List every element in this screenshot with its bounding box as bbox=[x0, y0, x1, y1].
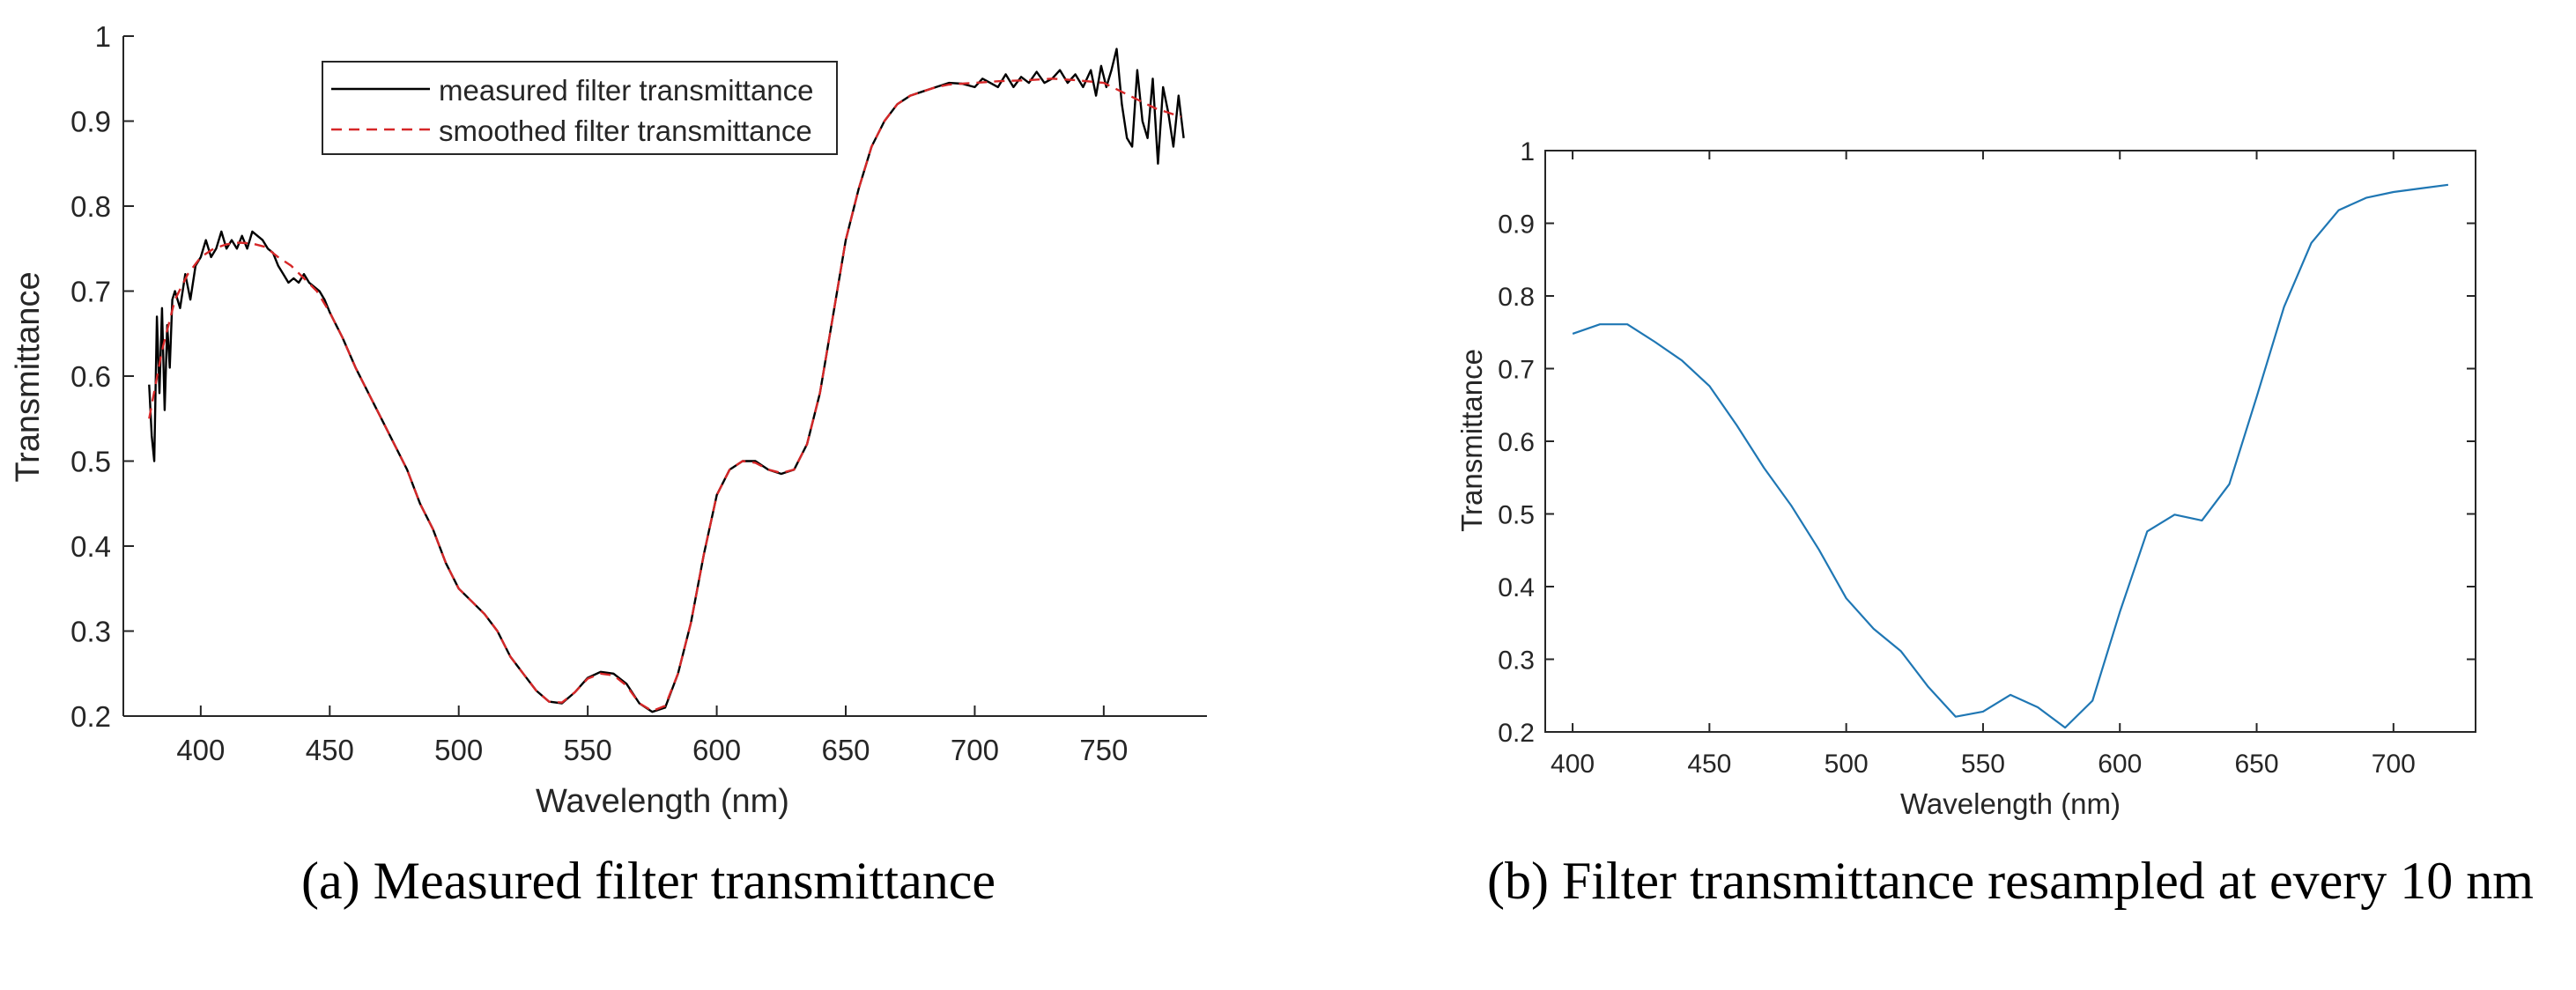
chart-b-xtick-label: 450 bbox=[1687, 750, 1731, 779]
chart-a-legend: measured filter transmittance smoothed f… bbox=[322, 61, 838, 155]
chart-b-ytick-label: 0.6 bbox=[1498, 428, 1535, 457]
chart-b-xtick-label: 600 bbox=[2098, 750, 2142, 779]
chart-b-xtick-label: 550 bbox=[1961, 750, 2005, 779]
chart-a-xtick-label: 600 bbox=[692, 734, 741, 766]
chart-b-ytick-label: 0.9 bbox=[1498, 210, 1535, 239]
chart-a-xtick-label: 650 bbox=[821, 734, 870, 766]
chart-a-xtick-label: 750 bbox=[1079, 734, 1128, 766]
chart-a-ylabel: Transmittance bbox=[10, 271, 47, 482]
chart-b-ytick-label: 0.4 bbox=[1498, 573, 1535, 602]
chart-a-xlabel: Wavelength (nm) bbox=[536, 783, 789, 820]
chart-b-xtick-label: 400 bbox=[1551, 750, 1595, 779]
chart-b-caption: (b) Filter transmittance resampled at ev… bbox=[1487, 852, 2534, 910]
legend-measured-label: measured filter transmittance bbox=[439, 74, 814, 107]
chart-a-series-group bbox=[148, 48, 1185, 713]
chart-b-ylabel: Transmittance bbox=[1455, 349, 1488, 532]
chart-b-ytick-label: 0.5 bbox=[1498, 500, 1535, 529]
chart-a-xtick-label: 550 bbox=[564, 734, 612, 766]
legend-box bbox=[322, 61, 838, 155]
chart-a-ytick-label: 0.2 bbox=[70, 700, 111, 733]
chart-b-xtick-label: 500 bbox=[1825, 750, 1869, 779]
chart-a-ytick-label: 0.6 bbox=[70, 360, 111, 393]
chart-a-caption: (a) Measured filter transmittance bbox=[301, 852, 996, 910]
chart-b-ytick-label: 1 bbox=[1520, 137, 1535, 166]
chart-a-axes bbox=[122, 35, 1207, 717]
chart-b-xlabel: Wavelength (nm) bbox=[1900, 787, 2121, 820]
chart-b-axes bbox=[1544, 150, 2476, 733]
chart-a-measured-transmittance: 400 450 500 550 600 650 700 750 0.2 0.3 0.4 0.5 0.6 0… bbox=[10, 20, 1207, 910]
chart-b-series-group bbox=[1572, 183, 2449, 729]
chart-a-xtick-label: 700 bbox=[951, 734, 999, 766]
chart-b-xtick-label: 700 bbox=[2372, 750, 2416, 779]
chart-b-xtick-label: 650 bbox=[2234, 750, 2278, 779]
chart-b-resampled-transmittance: 400 450 500 550 600 650 700 0.2 0.3 0.4 0.5 0.6 0.7 0… bbox=[1455, 137, 2534, 910]
chart-b-series-resampled-line bbox=[1572, 183, 2449, 729]
chart-a-xtick-label: 450 bbox=[306, 734, 354, 766]
chart-a-xtick-label: 500 bbox=[434, 734, 483, 766]
chart-a-ytick-label: 0.3 bbox=[70, 615, 111, 647]
chart-a-tick-labels: 400 450 500 550 600 650 700 750 0.2 0.3 0.4 0.5 0.6 0… bbox=[70, 20, 1128, 766]
chart-b-ytick-label: 0.7 bbox=[1498, 355, 1535, 384]
chart-a-ytick-label: 0.9 bbox=[70, 105, 111, 137]
chart-a-ytick-label: 0.5 bbox=[70, 445, 111, 477]
chart-a-ytick-label: 0.8 bbox=[70, 190, 111, 223]
chart-a-ytick-label: 1 bbox=[95, 20, 111, 53]
chart-b-tick-labels: 400 450 500 550 600 650 700 0.2 0.3 0.4 0.5 0.6 0.7 0… bbox=[1498, 137, 2416, 779]
chart-a-xtick-label: 400 bbox=[176, 734, 225, 766]
chart-a-ytick-label: 0.7 bbox=[70, 275, 111, 307]
legend-smoothed-label: smoothed filter transmittance bbox=[439, 115, 812, 147]
chart-a-ytick-label: 0.4 bbox=[70, 530, 111, 563]
chart-b-ytick-label: 0.2 bbox=[1498, 719, 1535, 748]
chart-b-ytick-label: 0.8 bbox=[1498, 283, 1535, 312]
chart-a-series-smoothed-line bbox=[148, 78, 1182, 713]
chart-b-ytick-label: 0.3 bbox=[1498, 646, 1535, 675]
